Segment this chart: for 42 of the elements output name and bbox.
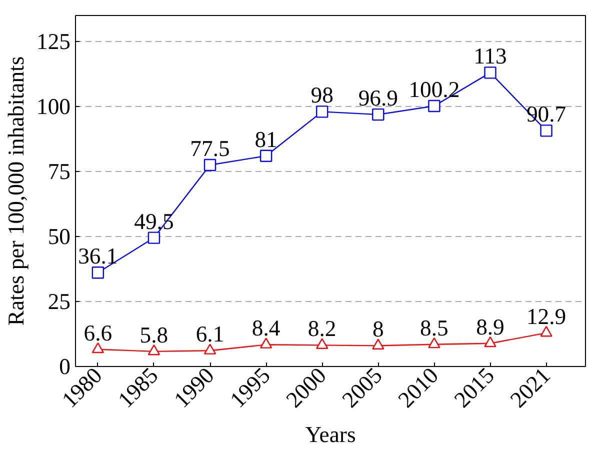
- point: [148, 344, 160, 356]
- data-label: 77.5: [190, 136, 230, 161]
- point: [204, 158, 216, 172]
- data-label: 113: [474, 44, 507, 69]
- y-axis-title: Rates per 100,000 inhabitants: [4, 56, 29, 326]
- point: [260, 338, 272, 348]
- data-label: 8.2: [308, 316, 336, 342]
- data-label: 36.1: [78, 244, 118, 269]
- data-label: 8.4: [252, 316, 280, 341]
- data-label: 8.5: [420, 315, 448, 340]
- data-label: 12.9: [526, 304, 566, 329]
- y-tick-label: 125: [36, 29, 70, 54]
- point: [540, 124, 552, 137]
- y-tick-label: 50: [48, 224, 70, 249]
- y-tick-label: 100: [36, 94, 70, 119]
- data-label: 98: [310, 82, 334, 108]
- data-label: 6.1: [196, 322, 224, 347]
- point: [148, 232, 160, 244]
- x-tick-label: 2021: [505, 362, 556, 412]
- y-tick-label: 25: [48, 289, 70, 314]
- point: [260, 150, 272, 162]
- point: [92, 342, 104, 354]
- data-label: 8: [372, 316, 384, 342]
- point: [428, 337, 440, 348]
- data-label: 96.9: [358, 86, 398, 111]
- point: [484, 66, 496, 79]
- point: [92, 266, 104, 279]
- data-label: 6.6: [84, 320, 112, 346]
- data-label: 8.9: [476, 314, 504, 340]
- point: [316, 106, 328, 118]
- data-label: 5.8: [140, 322, 168, 348]
- point: [372, 108, 384, 121]
- y-tick-label: 75: [48, 159, 70, 184]
- point: [540, 326, 552, 337]
- data-label: 100.2: [408, 76, 460, 102]
- point: [204, 344, 216, 354]
- point: [428, 100, 440, 112]
- data-label: 81: [254, 126, 278, 152]
- point: [372, 338, 384, 350]
- x-axis-title: Years: [305, 422, 356, 448]
- point: [484, 336, 496, 348]
- point: [316, 338, 328, 349]
